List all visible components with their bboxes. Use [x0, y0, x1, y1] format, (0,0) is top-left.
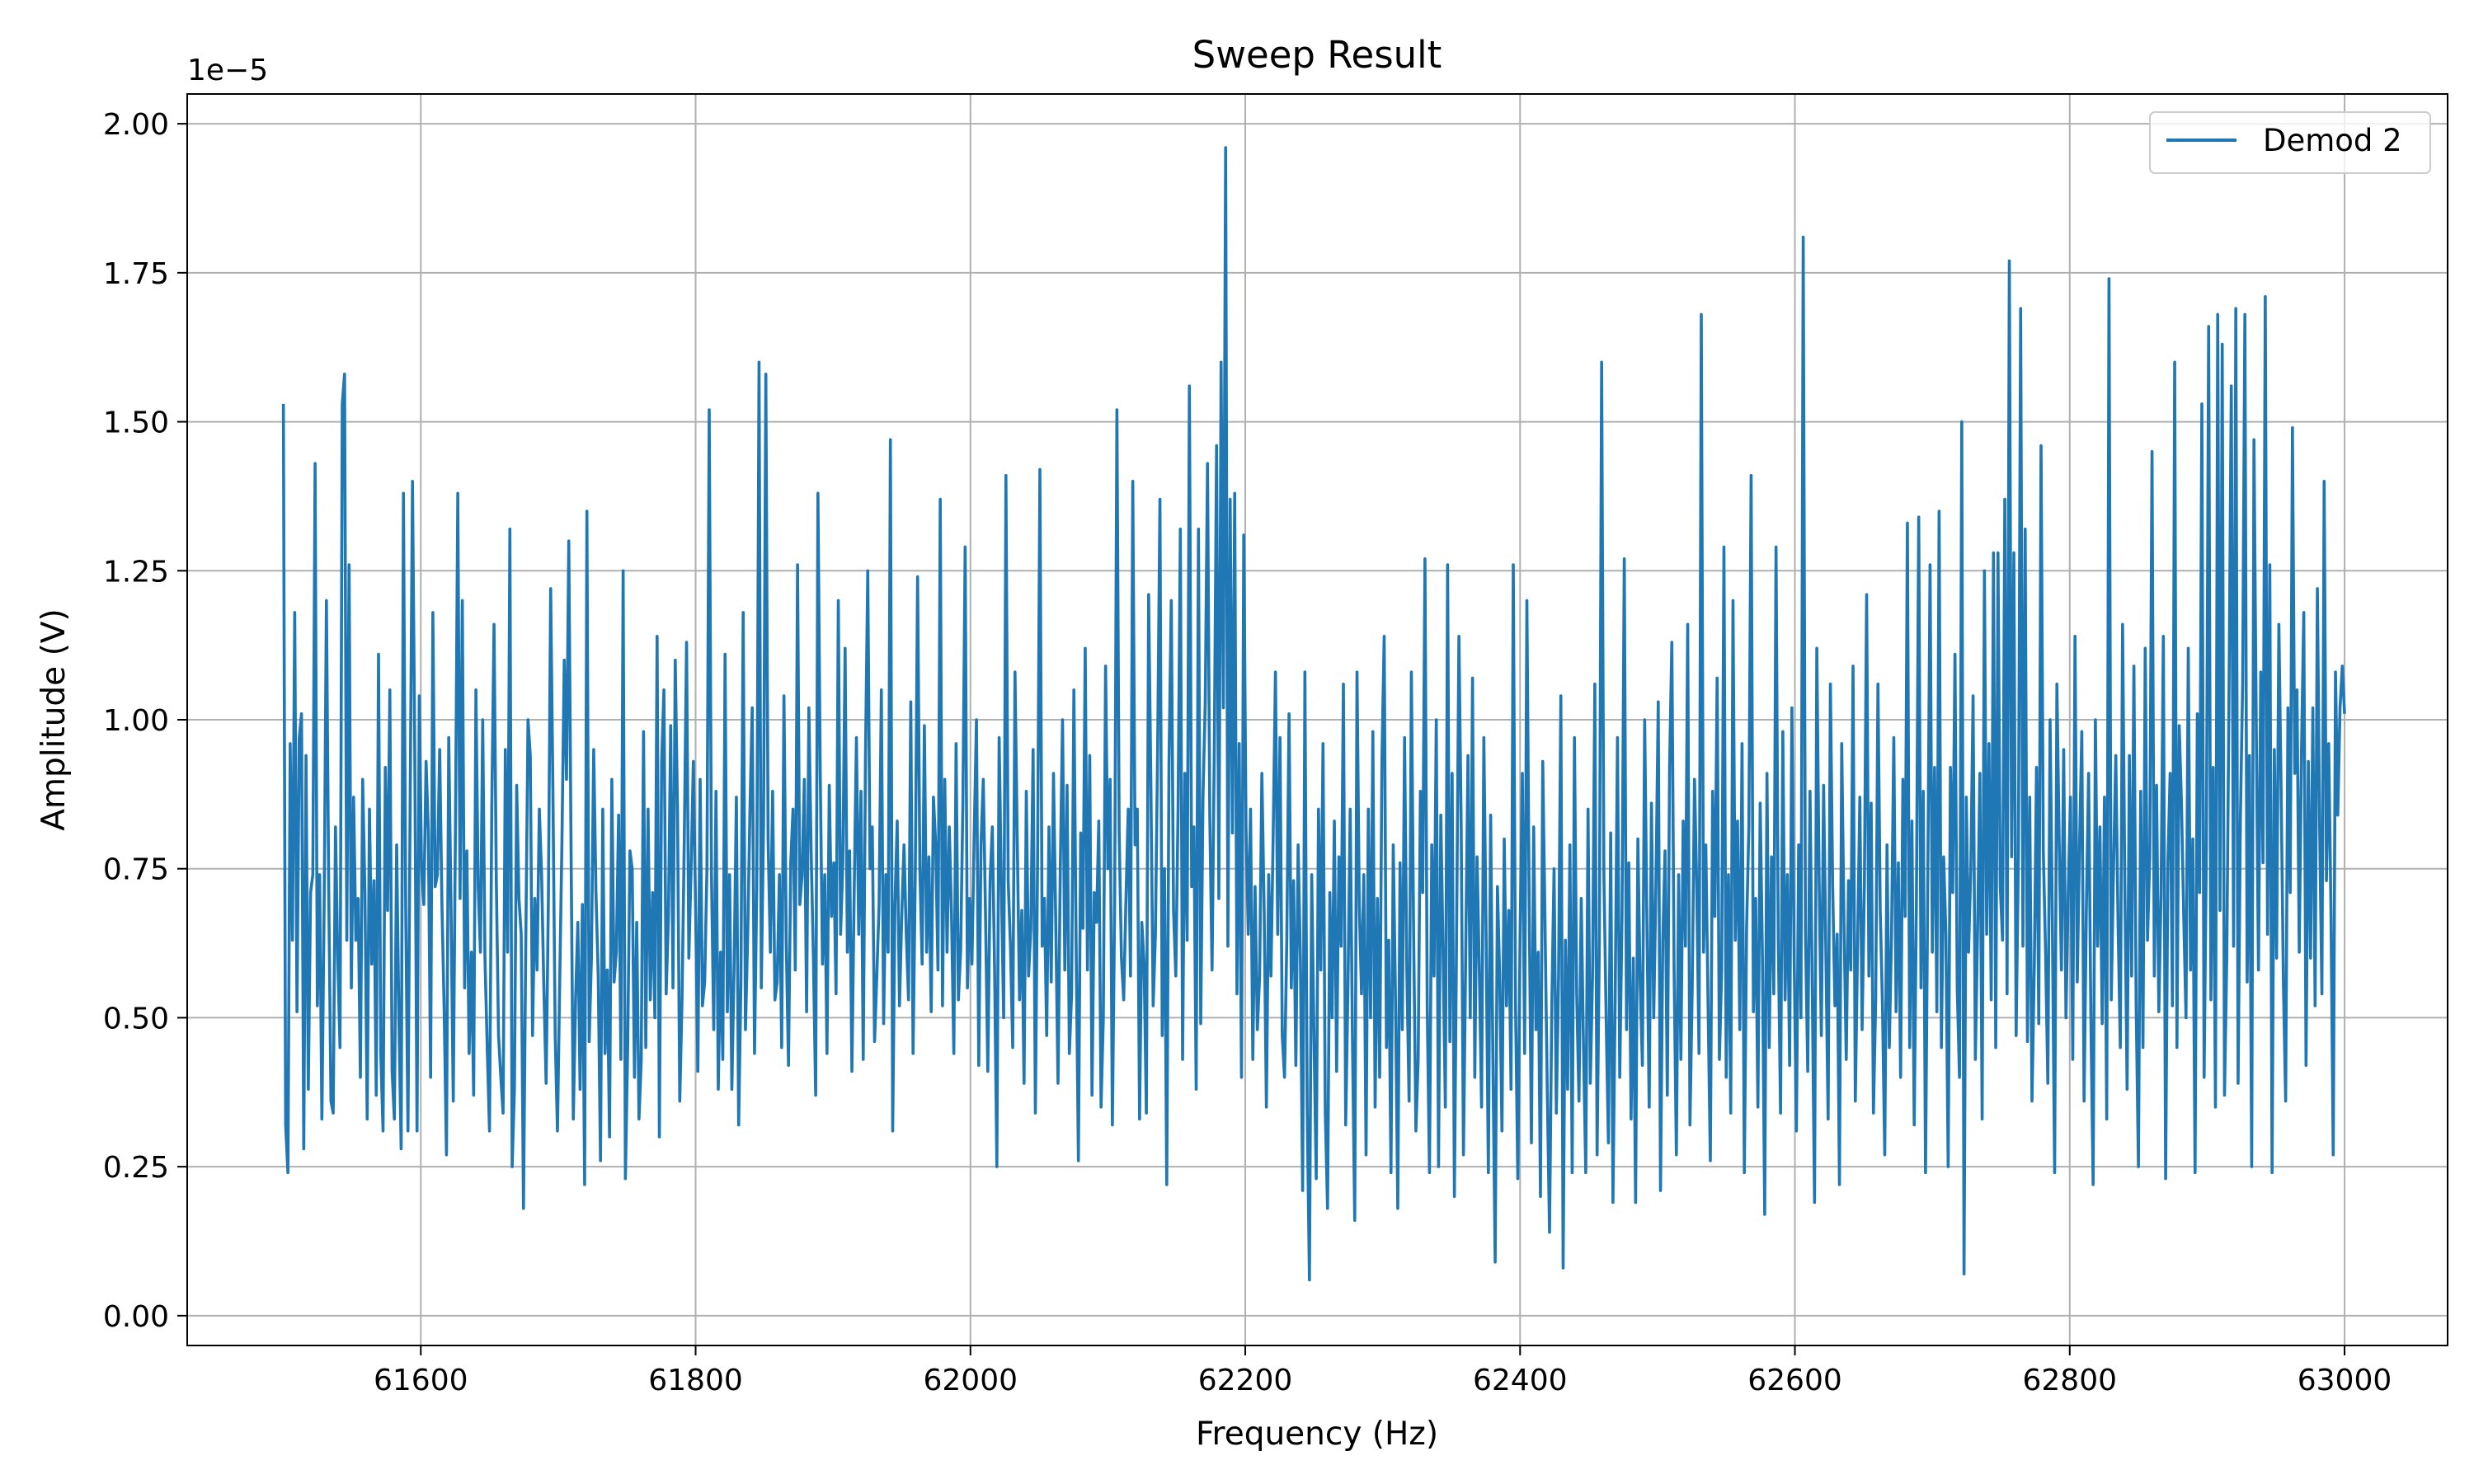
- y-tick-label: 1.25: [103, 555, 169, 589]
- x-axis-ticks: 61600 61800 62000 62200 62400 62600 62800 63000: [374, 1345, 2392, 1397]
- y-axis-title: Amplitude (V): [35, 608, 73, 830]
- x-tick-label: 61600: [374, 1364, 468, 1397]
- chart-title: Sweep Result: [1192, 33, 1442, 77]
- y-tick-label: 0.25: [103, 1151, 169, 1185]
- y-offset-label: 1e−5: [187, 54, 268, 87]
- x-tick-label: 61800: [648, 1364, 743, 1397]
- x-tick-label: 62200: [1198, 1364, 1293, 1397]
- legend: Demod 2: [2149, 111, 2431, 174]
- x-tick-label: 62800: [2023, 1364, 2118, 1397]
- y-tick-label: 0.75: [103, 853, 169, 887]
- x-tick-label: 62600: [1747, 1364, 1842, 1397]
- x-axis-title: Frequency (Hz): [1196, 1416, 1438, 1453]
- y-tick-label: 1.00: [103, 704, 169, 738]
- y-axis-ticks: 0.00 0.25 0.50 0.75 1.00 1.25 1.50 1.75 2.00: [103, 108, 187, 1334]
- x-tick-label: 62000: [924, 1364, 1018, 1397]
- y-tick-label: 2.00: [103, 108, 169, 142]
- series-line-demod-2: [281, 146, 2346, 1282]
- y-tick-label: 1.50: [103, 406, 169, 440]
- legend-label-demod-2: Demod 2: [2263, 123, 2402, 158]
- y-tick-label: 0.00: [103, 1300, 169, 1334]
- legend-box: [2149, 111, 2431, 174]
- y-tick-label: 0.50: [103, 1002, 169, 1036]
- x-tick-label: 62400: [1473, 1364, 1568, 1397]
- x-tick-label: 63000: [2298, 1364, 2392, 1397]
- y-tick-label: 1.75: [103, 257, 169, 291]
